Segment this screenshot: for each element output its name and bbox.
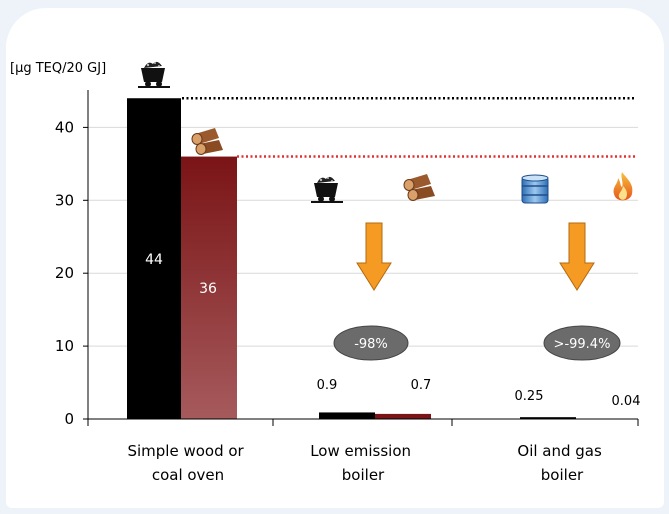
bar-coal-low-emission [319, 412, 375, 419]
reduction-badge-low-emission: -98% [333, 325, 409, 361]
data-label-wood-simple: 36 [199, 281, 217, 297]
reduction-badge-oil-gas: >-99.4% [543, 325, 621, 361]
data-label-wood-low: 0.7 [411, 378, 432, 393]
y-tick-label: 40 [55, 118, 74, 136]
oil-barrel-icon [521, 174, 549, 204]
wood-logs-icon [403, 174, 435, 201]
coal-cart-icon [311, 176, 343, 203]
bar-wood-low-emission [375, 413, 431, 419]
bar-oil-oil-gas-boiler [520, 417, 576, 419]
bar-wood-simple-oven [181, 156, 237, 419]
category-label-low-emission: Low emission boiler [310, 442, 416, 484]
y-tick-label: 20 [55, 264, 74, 282]
wood-logs-icon [191, 128, 223, 155]
category-label-oil-gas: Oil and gas boiler [517, 442, 606, 484]
data-label-coal-low: 0.9 [317, 378, 338, 393]
reduction-badge-low-emission-text: -98% [354, 337, 388, 352]
y-tick-label: 10 [55, 337, 74, 355]
data-label-gas: 0.04 [612, 394, 641, 409]
y-ticks: 0 10 20 30 40 [55, 118, 88, 428]
y-axis-label: [µg TEQ/20 GJ] [10, 61, 106, 76]
x-ticks [87, 419, 639, 426]
coal-cart-icon [138, 61, 170, 88]
bar-coal-simple-oven [127, 98, 181, 420]
reduction-badge-oil-gas-text: >-99.4% [554, 337, 611, 352]
gas-flame-icon [613, 172, 633, 201]
reduction-arrow-oil-gas [559, 222, 595, 291]
category-label-simple-oven: Simple wood or coal oven [127, 442, 248, 484]
chart-card [6, 8, 664, 508]
data-label-coal-simple: 44 [145, 252, 163, 268]
data-label-oil: 0.25 [515, 389, 544, 404]
reduction-arrow-low-emission [356, 222, 392, 291]
y-tick-label: 0 [64, 410, 74, 428]
y-tick-label: 30 [55, 191, 74, 209]
